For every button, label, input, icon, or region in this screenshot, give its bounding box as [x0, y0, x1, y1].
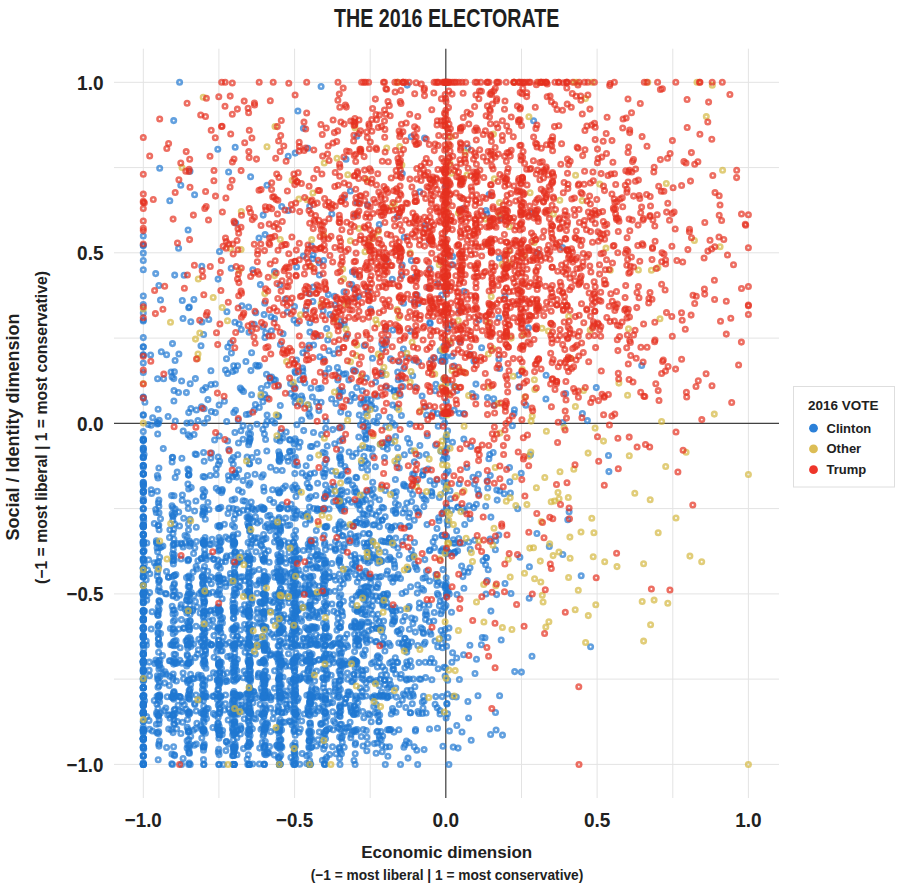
- svg-text:−0.5: −0.5: [67, 582, 104, 605]
- svg-text:0.5: 0.5: [77, 241, 103, 264]
- svg-text:(−1 = most liberal | 1 = most: (−1 = most liberal | 1 = most conservati…: [311, 866, 584, 883]
- svg-text:0.0: 0.0: [433, 808, 459, 831]
- svg-text:Trump: Trump: [827, 462, 867, 477]
- svg-text:THE 2016 ELECTORATE: THE 2016 ELECTORATE: [334, 4, 559, 32]
- svg-text:1.0: 1.0: [735, 808, 761, 831]
- svg-text:(−1 = most liberal | 1 = most: (−1 = most liberal | 1 = most conservati…: [33, 271, 50, 584]
- svg-text:−0.5: −0.5: [276, 808, 313, 831]
- svg-text:0.0: 0.0: [77, 412, 103, 435]
- svg-text:−1.0: −1.0: [67, 753, 104, 776]
- svg-text:Economic dimension: Economic dimension: [361, 843, 532, 862]
- svg-text:Other: Other: [827, 441, 862, 456]
- svg-text:−1.0: −1.0: [125, 808, 162, 831]
- svg-text:1.0: 1.0: [77, 71, 103, 94]
- svg-text:2016 VOTE: 2016 VOTE: [808, 398, 879, 413]
- svg-text:0.5: 0.5: [584, 808, 610, 831]
- svg-text:Social / Identity dimension: Social / Identity dimension: [3, 313, 23, 540]
- svg-text:Clinton: Clinton: [827, 421, 872, 436]
